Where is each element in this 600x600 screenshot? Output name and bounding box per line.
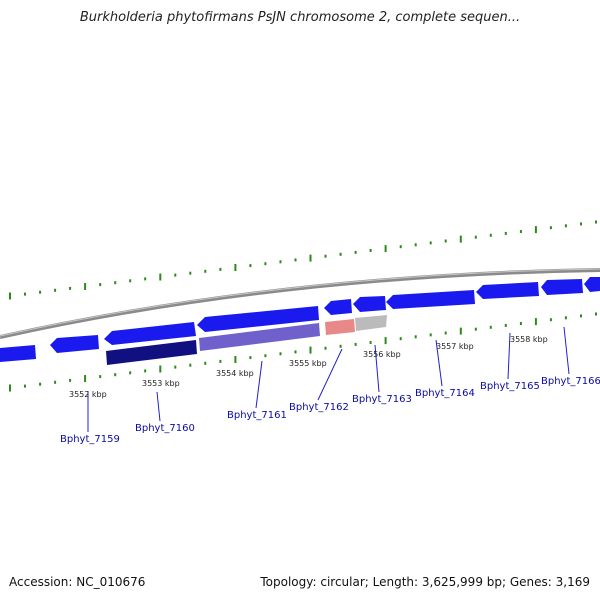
backbone-highlight: [0, 268, 600, 337]
accession-label: Accession: NC_010676: [9, 575, 146, 589]
gene-feature[interactable]: [197, 306, 319, 332]
gene-feature[interactable]: [476, 282, 539, 299]
gene-feature[interactable]: [386, 290, 475, 309]
scale-labels: 3552 kbp 3553 kbp 3554 kbp 3555 kbp 3556…: [69, 335, 548, 399]
gene-feature[interactable]: [106, 340, 197, 365]
scale-label: 3554 kbp: [216, 369, 254, 378]
gene-feature[interactable]: [50, 335, 99, 353]
gene-feature[interactable]: [324, 299, 352, 315]
gene-label[interactable]: Bphyt_7161: [227, 410, 287, 421]
scale-ticks: [9, 220, 597, 392]
gene-feature[interactable]: [0, 345, 36, 362]
gene-feature[interactable]: [104, 322, 196, 345]
gene-feature[interactable]: [541, 279, 583, 295]
gene-labels: Bphyt_7159 Bphyt_7160 Bphyt_7161 Bphyt_7…: [60, 376, 600, 445]
scale-label: 3558 kbp: [510, 335, 548, 344]
gene-label[interactable]: Bphyt_7159: [60, 434, 120, 445]
scale-label: 3557 kbp: [436, 342, 474, 351]
map-title: Burkholderia phytofirmans PsJN chromosom…: [79, 10, 521, 25]
backbone: [0, 268, 600, 339]
summary-label: Topology: circular; Length: 3,625,999 bp…: [260, 575, 590, 589]
gene-feature[interactable]: [325, 319, 355, 335]
scale-label: 3553 kbp: [142, 379, 180, 388]
gene-feature[interactable]: [199, 323, 320, 351]
reverse-strand-genes: [106, 315, 387, 365]
gene-feature[interactable]: [353, 296, 386, 312]
gene-label[interactable]: Bphyt_7164: [415, 388, 475, 399]
gene-label[interactable]: Bphyt_7166: [541, 376, 600, 387]
scale-label: 3556 kbp: [363, 350, 401, 359]
gene-feature[interactable]: [584, 277, 600, 292]
forward-strand-genes: [0, 277, 600, 362]
gene-label[interactable]: Bphyt_7163: [352, 394, 412, 405]
scale-label: 3552 kbp: [69, 390, 107, 399]
scale-label: 3555 kbp: [289, 359, 327, 368]
gene-label[interactable]: Bphyt_7165: [480, 381, 540, 392]
gene-feature[interactable]: [355, 315, 387, 331]
gene-label[interactable]: Bphyt_7162: [289, 402, 349, 413]
gene-label[interactable]: Bphyt_7160: [135, 423, 195, 434]
gene-label-lines: [87, 326, 570, 432]
